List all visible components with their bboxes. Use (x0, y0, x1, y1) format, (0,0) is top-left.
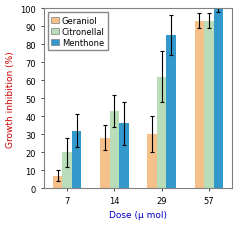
Bar (72, 131, 81, 188)
Bar (62, 153, 72, 188)
Bar (119, 124, 129, 188)
Bar (195, 22, 204, 188)
Bar (204, 22, 213, 188)
Bar (147, 135, 157, 188)
Bar (213, 9, 223, 188)
X-axis label: Dose (μ mol): Dose (μ mol) (109, 211, 167, 219)
Bar (100, 138, 110, 188)
Legend: Geraniol, Citronellal, Menthone: Geraniol, Citronellal, Menthone (48, 13, 108, 51)
Bar (110, 111, 119, 188)
Y-axis label: Growth inhibition (%): Growth inhibition (%) (5, 51, 15, 147)
Bar (166, 36, 176, 188)
Bar (157, 77, 166, 188)
Bar (53, 176, 62, 188)
